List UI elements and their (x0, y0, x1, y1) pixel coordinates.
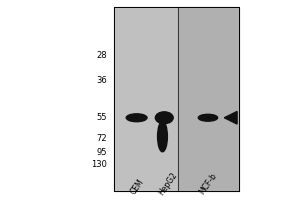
Text: CEM: CEM (129, 178, 146, 197)
Ellipse shape (126, 114, 147, 122)
Polygon shape (224, 111, 237, 124)
Text: 36: 36 (96, 76, 107, 85)
Ellipse shape (155, 112, 173, 124)
Text: 28: 28 (96, 51, 107, 60)
Ellipse shape (198, 114, 218, 121)
Bar (114, 7, 178, 191)
Text: 130: 130 (91, 160, 107, 169)
Bar (178, 7, 239, 191)
Text: MCF-b: MCF-b (198, 172, 219, 197)
Ellipse shape (158, 121, 167, 152)
Text: 55: 55 (96, 113, 107, 122)
Text: HepG2: HepG2 (157, 170, 179, 197)
Text: 72: 72 (96, 134, 107, 143)
Text: 95: 95 (96, 148, 107, 157)
